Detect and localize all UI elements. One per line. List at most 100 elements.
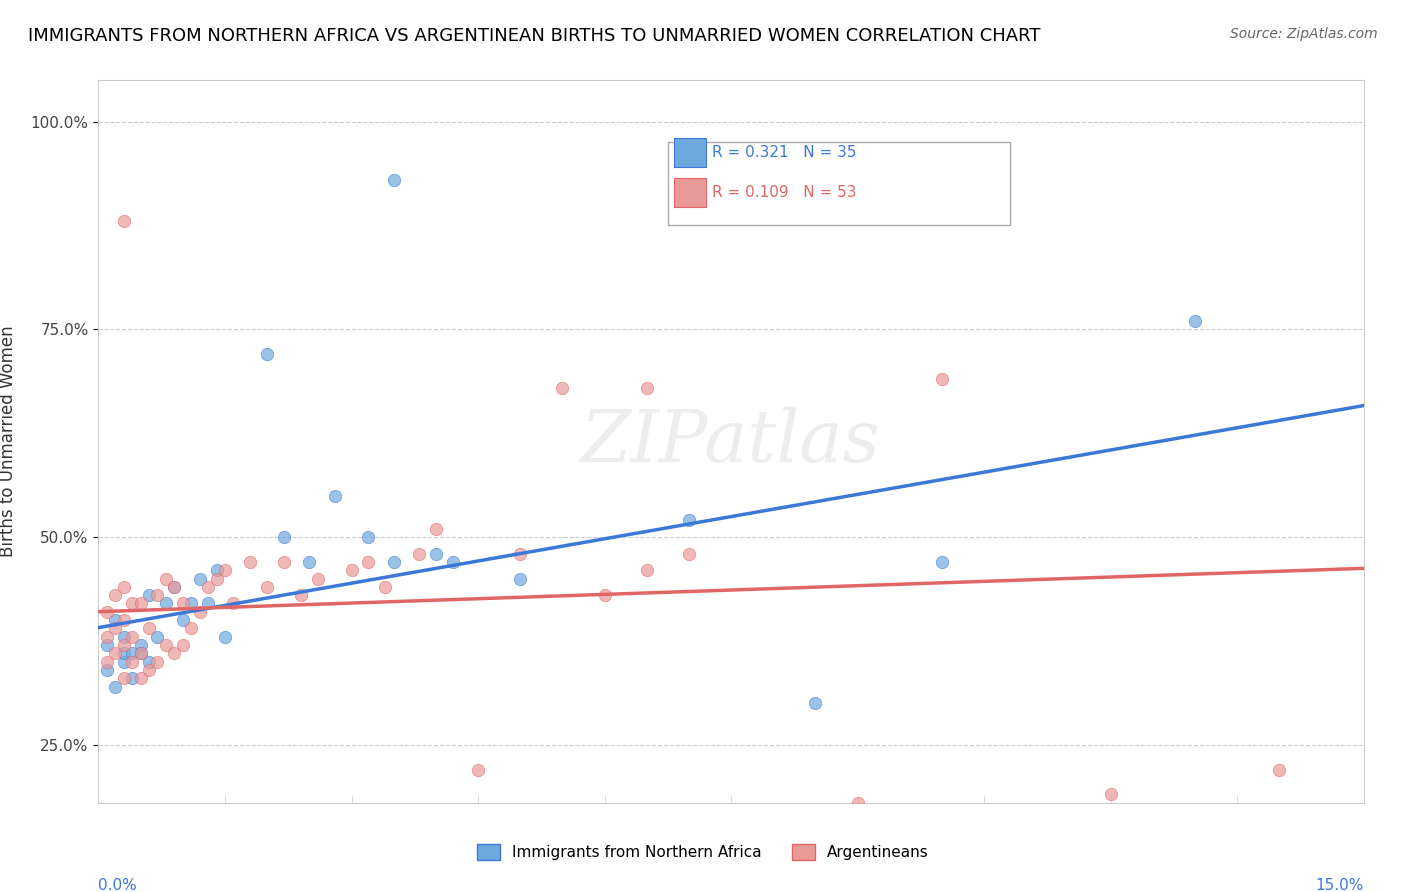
Point [256,580,278,594]
Point [593,588,616,602]
Point [678,513,700,527]
Point [112,214,135,228]
Point [180,621,202,635]
Point [197,597,219,611]
Bar [675,138,706,167]
Point [129,597,152,611]
Point [155,597,177,611]
Point [1099,788,1122,802]
Point [104,621,127,635]
Point [138,655,160,669]
Point [382,173,405,187]
Point [104,613,127,627]
Point [155,638,177,652]
Point [467,763,489,777]
Point [112,646,135,660]
Point [846,796,869,810]
Point [509,572,531,586]
Point [121,655,143,669]
Point [273,555,295,569]
Bar [675,178,706,207]
Y-axis label: Births to Unmarried Women: Births to Unmarried Women [0,326,17,558]
Point [138,621,160,635]
Point [112,638,135,652]
Point [931,372,953,386]
Point [96,638,118,652]
Legend: Immigrants from Northern Africa, Argentineans: Immigrants from Northern Africa, Argenti… [471,838,935,866]
Point [96,630,118,644]
Point [441,555,464,569]
Point [256,347,278,361]
Point [163,580,186,594]
Point [509,547,531,561]
Text: ZIPatlas: ZIPatlas [581,406,882,477]
Point [197,580,219,594]
Point [374,580,396,594]
Point [188,572,211,586]
Point [129,671,152,685]
Point [104,588,127,602]
Point [104,680,127,694]
Point [138,663,160,677]
Point [129,646,152,660]
Point [273,530,295,544]
Point [146,588,169,602]
Point [214,563,236,577]
Point [357,530,380,544]
Point [129,646,152,660]
Point [298,555,321,569]
Point [931,555,953,569]
Text: 15.0%: 15.0% [1316,878,1364,892]
Text: IMMIGRANTS FROM NORTHERN AFRICA VS ARGENTINEAN BIRTHS TO UNMARRIED WOMEN CORRELA: IMMIGRANTS FROM NORTHERN AFRICA VS ARGEN… [28,27,1040,45]
Text: R = 0.109   N = 53: R = 0.109 N = 53 [711,185,856,200]
Point [1268,763,1291,777]
Point [425,547,447,561]
Point [205,572,228,586]
Point [121,597,143,611]
Point [121,646,143,660]
Point [307,572,329,586]
Point [104,646,127,660]
Point [636,380,658,394]
Point [163,580,186,594]
Point [1184,314,1206,328]
Point [188,605,211,619]
Point [678,547,700,561]
Point [762,156,785,170]
Text: R = 0.321   N = 35: R = 0.321 N = 35 [711,145,856,160]
Point [129,638,152,652]
Point [138,588,160,602]
Point [121,671,143,685]
Point [112,671,135,685]
Point [425,522,447,536]
Text: Source: ZipAtlas.com: Source: ZipAtlas.com [1230,27,1378,41]
Point [112,655,135,669]
Point [205,563,228,577]
Point [323,489,346,503]
Point [163,646,186,660]
Point [112,630,135,644]
Point [172,613,194,627]
Point [222,597,245,611]
Point [112,580,135,594]
Point [357,555,380,569]
Point [172,638,194,652]
Point [382,555,405,569]
Point [180,597,202,611]
Point [155,572,177,586]
Point [121,630,143,644]
Point [96,655,118,669]
Point [636,563,658,577]
Point [172,597,194,611]
Point [804,696,827,710]
Point [408,547,430,561]
Point [146,630,169,644]
Point [551,380,574,394]
Point [112,613,135,627]
Point [214,630,236,644]
Text: 0.0%: 0.0% [98,878,138,892]
Point [290,588,312,602]
Point [96,663,118,677]
Bar [668,142,1010,225]
Point [146,655,169,669]
